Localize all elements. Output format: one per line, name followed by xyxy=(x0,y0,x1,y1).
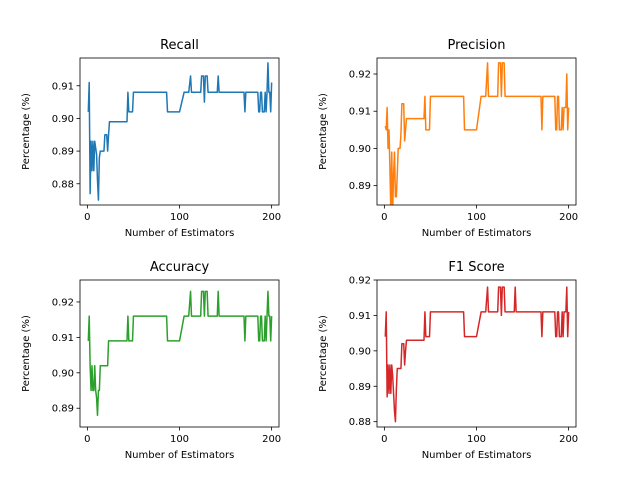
y-tick-label: 0.91 xyxy=(52,81,74,92)
x-tick-label: 0 xyxy=(84,434,90,445)
y-axis-label: Percentage (%) xyxy=(318,93,329,170)
subplot-1: 0 100 200 0.88 0.89 0.90 0.91 Recall Number of E… xyxy=(21,38,281,239)
y-tick-label: 0.91 xyxy=(349,107,371,118)
y-axis-label: Percentage (%) xyxy=(21,315,32,392)
x-tick-label: 0 xyxy=(84,212,90,223)
chart-title: F1 Score xyxy=(448,260,504,275)
y-tick-label: 0.88 xyxy=(349,417,371,428)
y-tick-label: 0.88 xyxy=(52,179,74,190)
series-line xyxy=(384,286,570,423)
y-axis-label: Percentage (%) xyxy=(318,315,329,392)
series-line xyxy=(384,62,570,205)
y-tick-label: 0.89 xyxy=(52,404,74,415)
subplot-2: 0 100 200 0.89 0.90 0.91 0.92 Precision Number o… xyxy=(318,38,578,239)
x-axis-label: Number of Estimators xyxy=(125,228,235,239)
x-axis-label: Number of Estimators xyxy=(422,228,532,239)
x-tick-label: 200 xyxy=(262,212,281,223)
y-tick-label: 0.90 xyxy=(52,368,74,379)
subplot-4: 0 100 200 0.88 0.89 0.90 0.91 0.92 F1 Score Numbe… xyxy=(318,260,578,461)
x-tick-label: 200 xyxy=(559,212,578,223)
axes-frame xyxy=(79,279,280,428)
chart-title: Recall xyxy=(160,38,199,53)
axes-frame xyxy=(376,279,577,428)
chart-title: Precision xyxy=(447,38,505,53)
y-tick-label: 0.90 xyxy=(349,346,371,357)
y-tick-label: 0.91 xyxy=(52,333,74,344)
y-axis-label: Percentage (%) xyxy=(21,93,32,170)
series-line xyxy=(87,62,273,201)
chart-title: Accuracy xyxy=(150,260,210,275)
y-tick-label: 0.91 xyxy=(349,311,371,322)
x-tick-label: 0 xyxy=(381,212,387,223)
x-tick-label: 100 xyxy=(170,212,189,223)
x-axis-label: Number of Estimators xyxy=(125,450,235,461)
y-tick-label: 0.89 xyxy=(52,147,74,158)
axes-frame xyxy=(376,57,577,206)
y-tick-label: 0.90 xyxy=(52,114,74,125)
subplot-3: 0 100 200 0.89 0.90 0.91 0.92 Accuracy Number of… xyxy=(21,260,281,461)
x-tick-label: 200 xyxy=(559,434,578,445)
y-tick-label: 0.90 xyxy=(349,144,371,155)
x-tick-label: 0 xyxy=(381,434,387,445)
x-tick-label: 100 xyxy=(467,212,486,223)
x-tick-label: 100 xyxy=(170,434,189,445)
x-tick-label: 200 xyxy=(262,434,281,445)
y-tick-label: 0.89 xyxy=(349,181,371,192)
x-tick-label: 100 xyxy=(467,434,486,445)
series-line xyxy=(87,290,273,417)
y-tick-label: 0.92 xyxy=(349,276,371,287)
y-tick-label: 0.92 xyxy=(349,70,371,81)
axes-frame xyxy=(79,57,280,206)
y-tick-label: 0.92 xyxy=(52,297,74,308)
x-axis-label: Number of Estimators xyxy=(422,450,532,461)
y-tick-label: 0.89 xyxy=(349,382,371,393)
